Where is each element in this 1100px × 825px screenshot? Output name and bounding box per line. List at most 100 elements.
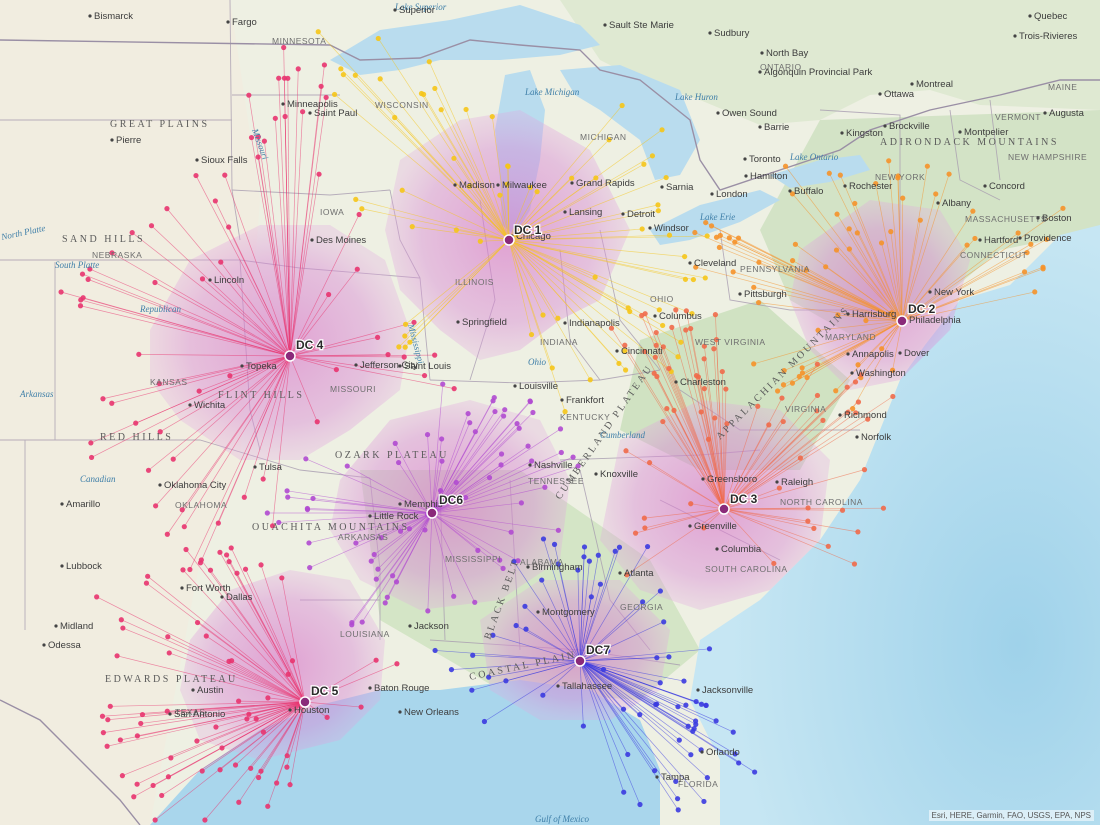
region-label: OZARK PLATEAU [335, 450, 449, 461]
customer-point-dc5 [120, 625, 126, 631]
link-dc7 [579, 660, 661, 684]
dc-point-dc7[interactable] [574, 655, 586, 667]
customer-point-dc1 [639, 226, 645, 232]
link-dc1 [508, 177, 597, 241]
customer-point-dc7 [612, 548, 618, 554]
city-marker [1028, 14, 1032, 18]
link-dc2 [849, 248, 903, 322]
link-dc3 [625, 450, 725, 510]
link-dc5 [107, 701, 306, 747]
link-dc3 [723, 508, 814, 529]
link-dc2 [836, 249, 903, 322]
city-marker [1043, 111, 1047, 115]
customer-point-dc2 [833, 247, 840, 253]
dc-marker-dc4[interactable]: DC 4 [284, 337, 325, 362]
customer-point-dc1 [392, 114, 398, 121]
customer-point-dc7 [654, 655, 660, 661]
customer-point-dc3 [705, 436, 712, 442]
city-label: Minneapolis [287, 99, 338, 110]
city-marker [42, 643, 46, 647]
customer-point-dc5 [284, 764, 290, 770]
dc-point-dc6[interactable] [426, 507, 438, 519]
dc-point-dc2[interactable] [896, 315, 908, 327]
customer-point-dc3 [693, 373, 700, 379]
link-dc3 [723, 507, 809, 510]
customer-point-dc5 [244, 716, 250, 722]
customer-point-dc2 [964, 242, 970, 248]
link-dc2 [806, 320, 903, 378]
customer-point-dc5 [242, 566, 249, 572]
link-dc4 [184, 355, 291, 527]
link-dc7 [577, 570, 581, 662]
link-dc2 [857, 232, 903, 322]
customer-point-dc7 [661, 619, 667, 625]
customer-point-dc2 [852, 200, 858, 207]
link-dc2 [792, 193, 903, 322]
dc-marker-dc6[interactable]: DC6 [426, 492, 465, 519]
link-dc4 [195, 175, 291, 357]
customer-point-dc1 [353, 196, 359, 202]
link-dc6 [308, 512, 433, 544]
customer-point-dc4 [318, 83, 324, 89]
customer-point-dc2 [855, 362, 861, 368]
water-label: South Platte [55, 260, 99, 270]
customer-point-dc4 [164, 206, 170, 212]
link-dc2 [888, 160, 903, 322]
dc-marker-dc3[interactable]: DC 3 [718, 491, 759, 515]
customer-point-dc2 [782, 163, 789, 169]
city-label: New Orleans [404, 707, 459, 718]
dc-point-dc4[interactable] [284, 350, 296, 362]
dc-marker-dc7[interactable]: DC7 [574, 642, 612, 667]
customer-point-dc3 [642, 311, 648, 317]
customer-point-dc3 [622, 342, 628, 348]
customer-point-dc7 [625, 751, 631, 758]
customer-point-dc4 [79, 271, 86, 277]
city-label: Grand Rapids [576, 178, 635, 189]
dc-point-dc1[interactable] [503, 234, 515, 246]
city-label: Hamilton [750, 171, 788, 182]
dc-marker-dc2[interactable]: DC 2 [896, 301, 937, 327]
city-marker [88, 14, 92, 18]
customer-point-dc6 [344, 463, 350, 469]
customer-point-dc4 [255, 154, 261, 160]
link-dc6 [347, 465, 433, 514]
link-dc4 [218, 355, 291, 524]
city-label: Harrisburg [852, 309, 896, 320]
distribution-centers[interactable]: DC 1 DC 2 DC 3 DC 4 DC 5 DC6 DC7 [284, 222, 937, 708]
customer-point-dc6 [570, 454, 576, 460]
customer-point-dc6 [359, 619, 365, 625]
customer-point-dc7 [706, 646, 713, 652]
customer-point-dc7 [693, 721, 699, 727]
dc-point-dc3[interactable] [718, 503, 730, 515]
dc-marker-dc1[interactable]: DC 1 [503, 222, 543, 246]
customer-point-dc3 [880, 505, 887, 511]
customer-point-dc4 [323, 94, 329, 101]
customer-point-dc5 [159, 792, 165, 799]
state-label: KANSAS [150, 377, 188, 387]
customer-point-dc5 [236, 698, 242, 704]
customer-point-dc2 [789, 191, 796, 197]
customer-point-dc4 [129, 230, 135, 236]
customer-point-dc7 [713, 718, 719, 724]
customer-point-dc2 [837, 172, 843, 178]
link-dc2 [901, 252, 1028, 322]
city-marker [674, 380, 678, 384]
customer-point-dc6 [453, 479, 459, 486]
state-label: OHIO [650, 294, 674, 304]
city-marker [621, 212, 625, 216]
customer-point-dc1 [690, 276, 697, 283]
customer-point-dc5 [324, 714, 330, 720]
dc-point-dc5[interactable] [299, 696, 311, 708]
dc-marker-dc5[interactable]: DC 5 [299, 683, 340, 708]
state-label: CONNECTICUT [960, 250, 1027, 260]
customer-point-dc2 [751, 361, 757, 367]
city-label: Fort Worth [186, 583, 231, 594]
customer-point-dc4 [321, 62, 328, 68]
customer-point-dc2 [970, 208, 976, 214]
link-dc6 [396, 512, 433, 583]
customer-point-dc7 [690, 728, 696, 734]
city-label: Lubbock [66, 561, 102, 572]
link-dc2 [711, 225, 903, 322]
